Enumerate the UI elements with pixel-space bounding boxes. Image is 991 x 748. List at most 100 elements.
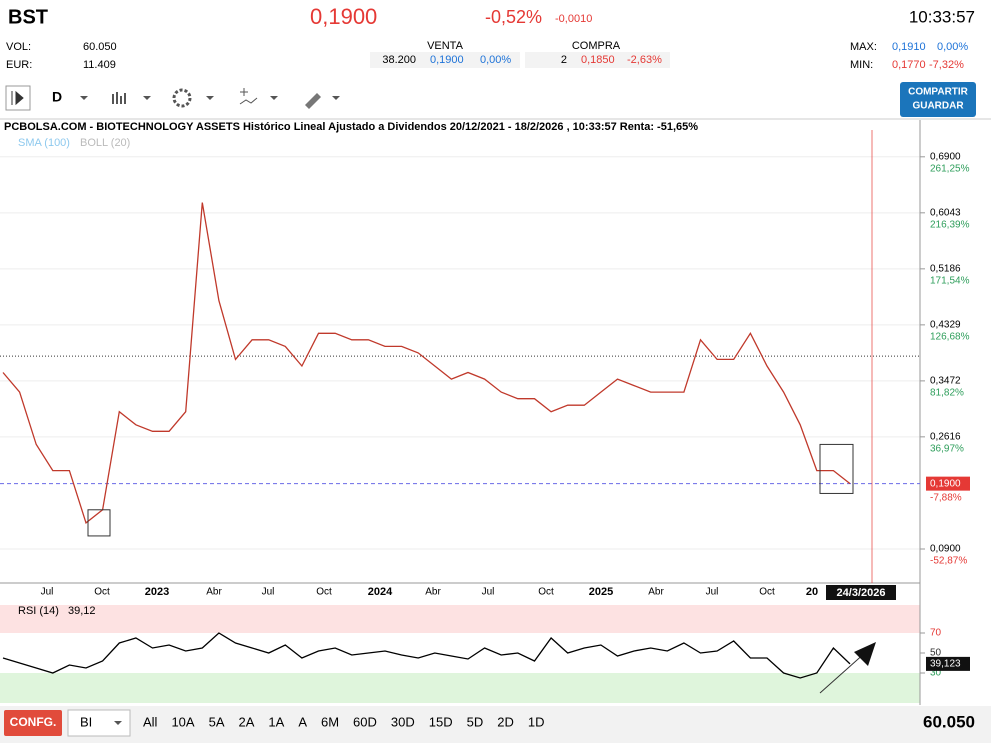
series-line	[2, 632, 851, 679]
trend-arrow	[819, 651, 867, 694]
x-tick-label: Jul	[482, 587, 495, 598]
y-tick-pct: -52,87%	[930, 556, 967, 567]
value: 0,1910	[892, 41, 926, 53]
y-tick-pct: 36,97%	[930, 443, 964, 454]
overbought-zone	[0, 605, 920, 633]
y-tick-pct: 81,82%	[930, 388, 964, 399]
box	[370, 52, 520, 68]
highlight-box	[87, 509, 111, 537]
label: VENTA	[427, 40, 464, 52]
range-button[interactable]: 60D	[353, 714, 377, 729]
x-tick-label: Oct	[316, 587, 332, 598]
price: 0,1900	[310, 4, 377, 29]
highlight-box	[819, 443, 854, 494]
value: -7,32%	[929, 59, 964, 71]
save[interactable]: GUARDAR	[912, 101, 964, 112]
y-tick-label: 0,3472	[930, 376, 961, 387]
time: 10:33:57	[909, 7, 975, 26]
box	[525, 52, 670, 68]
value: 0,1770	[892, 59, 926, 71]
x-tick-label: Abr	[648, 587, 664, 598]
value: 0,00%	[480, 54, 511, 66]
arrow-head	[854, 642, 876, 666]
change-pct: -0,52%	[485, 7, 542, 27]
config[interactable]: CONFG.	[10, 715, 57, 729]
x-tick-label: Jul	[41, 587, 54, 598]
y-tick-label: 0,6043	[930, 207, 961, 218]
settings-icon[interactable]	[172, 88, 192, 108]
x-tick-label: Oct	[94, 587, 110, 598]
y-tick-label: 0,5186	[930, 263, 961, 274]
y-tick-pct: 216,39%	[930, 219, 970, 230]
x-tick-label: Oct	[538, 587, 554, 598]
range-button[interactable]: 1D	[528, 714, 545, 729]
x-tick-label: 20	[806, 586, 818, 598]
value: 0,00%	[937, 41, 968, 53]
indicator: BOLL (20)	[80, 137, 130, 149]
chart-type-icon[interactable]	[112, 92, 126, 104]
label: EUR:	[6, 59, 32, 71]
current-pct: -7,88%	[930, 492, 962, 503]
value: 0,1850	[581, 54, 615, 66]
y-tick-pct: 171,54%	[930, 275, 970, 286]
share[interactable]: COMPARTIR	[908, 87, 969, 98]
label: MAX:	[850, 41, 877, 53]
range-button[interactable]: 6M	[321, 714, 339, 729]
range-button[interactable]: 5A	[209, 714, 225, 729]
y-tick-label: 0,2616	[930, 431, 961, 442]
value: 2	[561, 54, 567, 66]
range-button[interactable]: 1A	[268, 714, 284, 729]
volume: 60.050	[923, 712, 975, 731]
y-tick-label: 30	[930, 668, 942, 679]
value: 38.200	[382, 54, 416, 66]
rsi-last: 39,12	[68, 605, 96, 617]
rsi-value: 39,123	[930, 659, 961, 670]
pen-icon[interactable]	[305, 93, 321, 109]
y-tick-label: 0,6900	[930, 151, 961, 162]
period[interactable]: D	[52, 89, 62, 105]
range-button[interactable]: A	[298, 714, 307, 729]
y-tick-label: 70	[930, 628, 942, 639]
share-button[interactable]	[900, 82, 976, 117]
footer	[0, 706, 991, 743]
dropdown-arrows[interactable]	[80, 96, 340, 100]
config-button[interactable]	[4, 710, 62, 736]
dropdown-arrow[interactable]	[114, 721, 122, 725]
current-label: 0,1900	[930, 478, 961, 489]
label: VOL:	[6, 41, 31, 53]
range-button[interactable]: 2D	[497, 714, 514, 729]
chart-title: PCBOLSA.COM - BIOTECHNOLOGY ASSETS Histó…	[4, 121, 698, 133]
change-abs: -0,0010	[555, 13, 592, 25]
x-tick-label: 2024	[368, 586, 393, 598]
label: COMPRA	[572, 40, 621, 52]
oversold-zone	[0, 673, 920, 703]
label: MIN:	[850, 59, 873, 71]
value: 0,1900	[430, 54, 464, 66]
rsi-tag	[926, 656, 970, 671]
range-button[interactable]: 2A	[239, 714, 255, 729]
range-button[interactable]: 30D	[391, 714, 415, 729]
y-tick-label: 0,0900	[930, 544, 961, 555]
range-button[interactable]: 15D	[429, 714, 453, 729]
mode-select[interactable]	[67, 709, 131, 737]
range-button[interactable]: All	[143, 714, 158, 729]
y-tick-label: 50	[930, 648, 942, 659]
draw-icon[interactable]	[239, 88, 258, 105]
x-tick-label: 2025	[589, 586, 613, 598]
x-tick-label: Abr	[425, 587, 441, 598]
rsi-title: RSI (14)	[18, 605, 59, 617]
value: -2,63%	[627, 54, 662, 66]
x-tick-label: Jul	[706, 587, 719, 598]
symbol: BST	[8, 6, 48, 28]
mode[interactable]: BI	[80, 714, 92, 729]
cursor-tag	[826, 585, 896, 600]
value: 11.409	[83, 59, 116, 71]
indicator: SMA (100)	[18, 137, 70, 149]
range-button[interactable]: 5D	[467, 714, 484, 729]
range-button[interactable]: 10A	[171, 714, 194, 729]
x-tick-label: Jul	[262, 587, 275, 598]
x-tick-label: 2023	[145, 586, 169, 598]
icon	[11, 90, 24, 106]
y-tick-pct: 261,25%	[930, 163, 970, 174]
